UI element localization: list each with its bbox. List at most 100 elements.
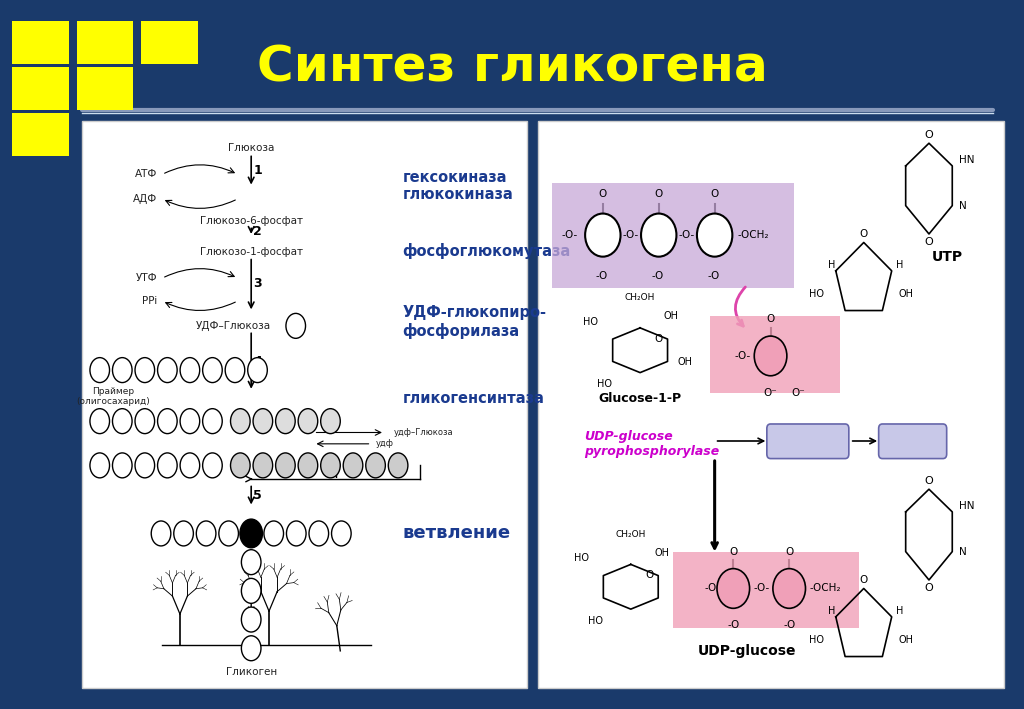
Text: OH: OH xyxy=(899,289,913,298)
Text: -O-: -O- xyxy=(735,351,751,361)
Text: 5: 5 xyxy=(253,489,262,502)
Text: -O: -O xyxy=(727,620,739,630)
Circle shape xyxy=(158,357,177,383)
Circle shape xyxy=(242,636,261,661)
Circle shape xyxy=(253,453,272,478)
FancyBboxPatch shape xyxy=(767,424,849,459)
Circle shape xyxy=(388,453,408,478)
Circle shape xyxy=(90,453,110,478)
Text: HN: HN xyxy=(959,155,975,165)
Text: УДФ–Глюкоза: УДФ–Глюкоза xyxy=(196,321,271,331)
Text: Синтез гликогена: Синтез гликогена xyxy=(257,43,767,91)
Text: O: O xyxy=(925,130,933,140)
Circle shape xyxy=(219,521,239,546)
Text: удф–Глюкоза: удф–Глюкоза xyxy=(393,428,454,437)
Circle shape xyxy=(113,408,132,434)
Circle shape xyxy=(242,521,261,546)
Text: УТФ: УТФ xyxy=(136,273,158,283)
FancyBboxPatch shape xyxy=(710,316,841,393)
FancyBboxPatch shape xyxy=(12,67,69,110)
Circle shape xyxy=(641,213,677,257)
Text: -O-: -O- xyxy=(705,584,721,593)
Circle shape xyxy=(298,408,317,434)
Text: O: O xyxy=(654,189,663,199)
Text: N: N xyxy=(959,201,967,211)
FancyBboxPatch shape xyxy=(673,552,859,628)
FancyBboxPatch shape xyxy=(77,67,133,110)
Text: O: O xyxy=(785,547,794,557)
Circle shape xyxy=(275,408,295,434)
Circle shape xyxy=(135,453,155,478)
Text: Глюкозо-6-фосфат: Глюкозо-6-фосфат xyxy=(200,216,303,226)
Circle shape xyxy=(264,521,284,546)
Text: PPi: PPi xyxy=(142,296,158,306)
Circle shape xyxy=(321,408,340,434)
Text: O: O xyxy=(766,314,775,324)
Circle shape xyxy=(287,521,306,546)
Circle shape xyxy=(225,357,245,383)
Text: UTP: UTP xyxy=(932,250,964,264)
Text: P: P xyxy=(784,582,794,595)
Text: HO: HO xyxy=(809,289,824,298)
Circle shape xyxy=(240,519,262,548)
Circle shape xyxy=(248,357,267,383)
Circle shape xyxy=(242,579,261,603)
Circle shape xyxy=(230,453,250,478)
Text: O: O xyxy=(925,476,933,486)
Text: 2: 2 xyxy=(253,225,262,238)
Text: O⁻: O⁻ xyxy=(792,388,805,398)
FancyBboxPatch shape xyxy=(82,121,527,688)
Circle shape xyxy=(203,357,222,383)
Circle shape xyxy=(275,453,295,478)
Text: UDP-glucose: UDP-glucose xyxy=(698,644,797,658)
Text: O: O xyxy=(859,229,868,239)
Circle shape xyxy=(197,521,216,546)
Text: O: O xyxy=(711,189,719,199)
Text: H: H xyxy=(896,260,904,270)
Circle shape xyxy=(180,453,200,478)
Text: ветвление: ветвление xyxy=(402,525,511,542)
Circle shape xyxy=(366,453,385,478)
Circle shape xyxy=(203,453,222,478)
Circle shape xyxy=(298,453,317,478)
Circle shape xyxy=(135,408,155,434)
Text: HO: HO xyxy=(597,379,612,389)
FancyBboxPatch shape xyxy=(12,113,69,156)
Text: O⁻: O⁻ xyxy=(764,388,777,398)
Text: 2 P: 2 P xyxy=(901,435,924,447)
Text: -O-: -O- xyxy=(623,230,639,240)
Text: UDP-glucose
pyrophosphorylase: UDP-glucose pyrophosphorylase xyxy=(584,430,720,458)
Text: -O: -O xyxy=(708,271,720,281)
Text: Гликоген: Гликоген xyxy=(225,667,276,677)
Circle shape xyxy=(158,408,177,434)
Circle shape xyxy=(203,408,222,434)
Text: OH: OH xyxy=(664,311,678,321)
Text: P: P xyxy=(654,228,664,242)
Circle shape xyxy=(230,408,250,434)
Text: -OCH₂: -OCH₂ xyxy=(738,230,769,240)
Text: OH: OH xyxy=(899,635,913,644)
Text: O: O xyxy=(925,584,933,593)
Circle shape xyxy=(697,213,732,257)
Text: удф: удф xyxy=(376,440,394,448)
Circle shape xyxy=(174,521,194,546)
Circle shape xyxy=(242,607,261,632)
Circle shape xyxy=(755,336,786,376)
Text: O: O xyxy=(599,189,607,199)
Circle shape xyxy=(180,408,200,434)
Circle shape xyxy=(113,357,132,383)
Text: HO: HO xyxy=(584,317,598,327)
Text: CH₂OH: CH₂OH xyxy=(625,293,655,302)
Circle shape xyxy=(773,569,806,608)
FancyBboxPatch shape xyxy=(77,21,133,64)
Text: 4: 4 xyxy=(253,354,262,367)
Text: -OCH₂: -OCH₂ xyxy=(809,584,841,593)
Circle shape xyxy=(90,357,110,383)
Circle shape xyxy=(309,521,329,546)
Circle shape xyxy=(717,569,750,608)
Text: O: O xyxy=(925,238,933,247)
FancyBboxPatch shape xyxy=(141,21,198,64)
Circle shape xyxy=(332,521,351,546)
Text: Глюкозо-1-фосфат: Глюкозо-1-фосфат xyxy=(200,247,303,257)
Circle shape xyxy=(158,453,177,478)
